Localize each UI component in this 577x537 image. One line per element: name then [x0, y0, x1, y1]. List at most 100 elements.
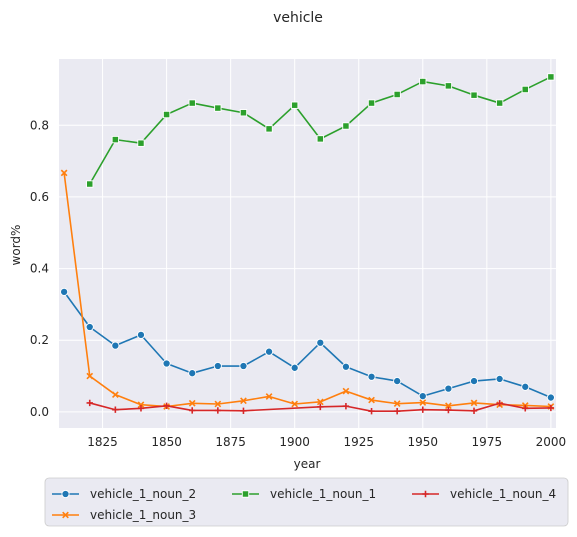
x-axis-label: year [294, 457, 321, 471]
data-point-vehicle_1_noun_2 [393, 377, 402, 386]
data-point-vehicle_1_noun_2 [136, 330, 146, 339]
x-tick-label: 1950 [408, 435, 439, 449]
data-point-vehicle_1_noun_2 [85, 322, 94, 332]
data-point-vehicle_1_noun_1 [444, 82, 453, 90]
data-point-vehicle_1_noun_2 [162, 359, 171, 368]
data-point-vehicle_1_noun_1 [495, 99, 504, 107]
data-point-vehicle_1_noun_1 [265, 125, 273, 133]
data-point-vehicle_1_noun_4 [214, 407, 222, 414]
grid [59, 59, 556, 428]
data-point-vehicle_1_noun_3 [240, 397, 247, 405]
data-point-vehicle_1_noun_3 [111, 391, 119, 399]
y-tick-label: 0.2 [30, 333, 49, 347]
data-point-vehicle_1_noun_4 [368, 407, 375, 415]
data-point-vehicle_1_noun_2 [341, 362, 350, 371]
data-point-vehicle_1_noun_2 [60, 287, 69, 296]
data-point-vehicle_1_noun_4 [342, 402, 350, 410]
x-tick-label: 1975 [472, 435, 503, 449]
data-point-vehicle_1_noun_1 [393, 90, 401, 99]
data-point-vehicle_1_noun_1 [214, 104, 222, 112]
data-point-vehicle_1_noun_4 [419, 406, 426, 413]
data-point-vehicle_1_noun_4 [522, 405, 529, 412]
data-point-vehicle_1_noun_1 [521, 85, 529, 94]
plot-area [59, 59, 556, 428]
data-point-vehicle_1_noun_3 [419, 399, 427, 406]
data-point-vehicle_1_noun_4 [86, 399, 93, 407]
y-tick-label: 0.8 [30, 118, 49, 132]
data-point-vehicle_1_noun_3 [342, 387, 350, 395]
legend-swatch-marker [241, 490, 250, 498]
data-point-vehicle_1_noun_4 [496, 400, 503, 407]
data-point-vehicle_1_noun_2 [546, 393, 555, 402]
data-point-vehicle_1_noun_2 [495, 374, 504, 383]
data-point-vehicle_1_noun_4 [445, 406, 452, 414]
data-point-vehicle_1_noun_1 [291, 101, 299, 109]
data-point-vehicle_1_noun_1 [111, 135, 120, 144]
series-line-vehicle_1_noun_2 [63, 291, 552, 399]
chart-title: vehicle [273, 10, 323, 26]
data-point-vehicle_1_noun_2 [521, 382, 530, 391]
data-point-vehicle_1_noun_3 [137, 401, 145, 409]
data-point-vehicle_1_noun_2 [239, 361, 248, 371]
series-line-vehicle_1_noun_3 [63, 172, 551, 408]
data-point-vehicle_1_noun_2 [418, 392, 427, 401]
data-point-vehicle_1_noun_1 [547, 73, 555, 81]
legend: vehicle_1_noun_2 vehicle_1_noun_1 vehicle_… [44, 477, 569, 527]
y-tick-label: 0.6 [30, 190, 49, 204]
data-point-vehicle_1_noun_4 [470, 407, 478, 415]
y-axis-label: word% [9, 225, 23, 266]
data-point-vehicle_1_noun_3 [60, 169, 68, 177]
legend-label: vehicle_1_noun_4 [450, 487, 556, 501]
data-point-vehicle_1_noun_3 [470, 399, 478, 407]
data-point-vehicle_1_noun_1 [316, 135, 324, 143]
data-point-vehicle_1_noun_1 [342, 122, 350, 130]
y-axis: 0.0 0.2 0.4 0.6 0.8 [30, 118, 49, 419]
data-point-vehicle_1_noun_3 [316, 398, 324, 406]
data-point-vehicle_1_noun_2 [290, 363, 299, 372]
data-point-vehicle_1_noun_3 [265, 393, 273, 400]
data-point-vehicle_1_noun_4 [112, 406, 119, 413]
data-point-vehicle_1_noun_2 [367, 372, 376, 381]
series-markers [60, 73, 555, 415]
data-point-vehicle_1_noun_3 [188, 399, 196, 407]
data-point-vehicle_1_noun_1 [86, 180, 94, 188]
data-point-vehicle_1_noun_4 [547, 404, 555, 412]
data-point-vehicle_1_noun_3 [86, 372, 94, 380]
data-point-vehicle_1_noun_4 [317, 403, 324, 411]
data-point-vehicle_1_noun_4 [137, 405, 145, 412]
x-tick-label: 1900 [279, 435, 310, 449]
data-point-vehicle_1_noun_1 [239, 109, 248, 117]
legend-label: vehicle_1_noun_3 [90, 508, 196, 522]
data-point-vehicle_1_noun_2 [213, 361, 222, 371]
data-point-vehicle_1_noun_1 [137, 139, 145, 147]
x-tick-label: 1875 [215, 435, 246, 449]
data-point-vehicle_1_noun_3 [214, 400, 222, 408]
x-tick-label: 1825 [87, 435, 118, 449]
data-point-vehicle_1_noun_4 [393, 407, 401, 415]
data-point-vehicle_1_noun_3 [291, 400, 299, 408]
legend-box [44, 477, 569, 527]
legend-swatch-marker [422, 490, 429, 498]
legend-label: vehicle_1_noun_1 [270, 487, 376, 501]
legend-swatch-marker [62, 511, 69, 519]
x-axis: 1825 1850 1875 1900 1925 1950 1975 2000 [87, 435, 566, 449]
data-point-vehicle_1_noun_2 [444, 384, 453, 393]
y-tick-label: 0.0 [30, 405, 49, 419]
data-point-vehicle_1_noun_4 [163, 402, 170, 409]
x-tick-label: 2000 [536, 435, 567, 449]
y-tick-label: 0.4 [30, 262, 49, 276]
data-point-vehicle_1_noun_1 [367, 99, 376, 107]
data-point-vehicle_1_noun_3 [445, 402, 452, 410]
data-point-vehicle_1_noun_3 [393, 400, 401, 408]
legend-label: vehicle_1_noun_2 [90, 487, 196, 501]
data-point-vehicle_1_noun_2 [316, 338, 325, 347]
data-point-vehicle_1_noun_2 [265, 347, 274, 356]
data-point-vehicle_1_noun_1 [470, 91, 478, 99]
x-tick-label: 1850 [151, 435, 182, 449]
x-tick-label: 1925 [343, 435, 374, 449]
data-point-vehicle_1_noun_2 [111, 341, 120, 350]
data-point-vehicle_1_noun_4 [189, 407, 196, 414]
legend-swatch-marker [61, 489, 70, 499]
data-point-vehicle_1_noun_1 [419, 77, 427, 86]
